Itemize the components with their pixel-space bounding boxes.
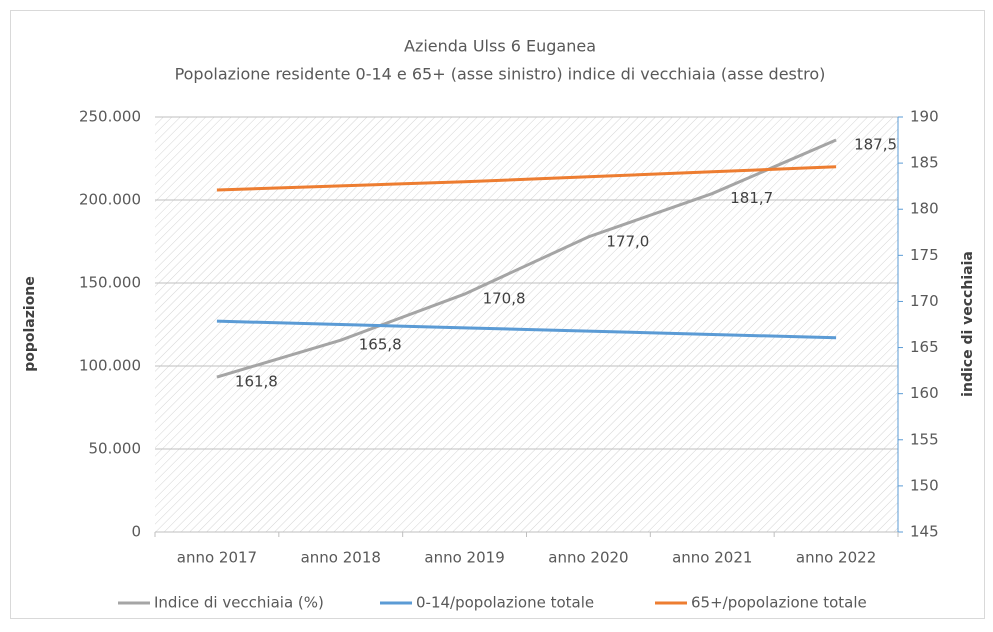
legend-label: 65+/popolazione totale — [691, 594, 867, 612]
y2-tick-label: 160 — [910, 384, 939, 402]
y-tick-label: 50.000 — [89, 440, 142, 458]
data-label: 165,8 — [359, 336, 402, 354]
y2-axis-title: indice di vecchiaia — [960, 251, 976, 397]
y-tick-label: 250.000 — [79, 108, 141, 126]
y-tick-label: 100.000 — [79, 357, 141, 375]
chart-subtitle: Popolazione residente 0-14 e 65+ (asse s… — [175, 65, 826, 84]
y2-tick-label: 155 — [910, 430, 939, 448]
series-line — [216, 165, 837, 192]
legend-label: 0-14/popolazione totale — [416, 594, 594, 612]
legend-label: Indice di vecchiaia (%) — [154, 594, 324, 612]
data-label: 170,8 — [483, 290, 526, 308]
y2-tick-label: 175 — [910, 246, 939, 264]
x-tick-label: anno 2020 — [548, 549, 628, 567]
y-axis-title: popolazione — [22, 276, 38, 372]
x-tick-label: anno 2021 — [672, 549, 752, 567]
y2-tick-label: 185 — [910, 154, 939, 172]
series-line — [216, 138, 837, 379]
data-label: 187,5 — [854, 136, 897, 154]
y2-tick-label: 165 — [910, 338, 939, 356]
y-tick-label: 200.000 — [79, 191, 141, 209]
y2-tick-label: 145 — [910, 523, 939, 541]
data-label: 181,7 — [730, 189, 773, 207]
x-tick-label: anno 2017 — [177, 549, 257, 567]
y2-tick-label: 190 — [910, 108, 939, 126]
y2-tick-label: 180 — [910, 200, 939, 218]
x-tick-label: anno 2018 — [301, 549, 381, 567]
chart-title: Azienda Ulss 6 Euganea — [404, 37, 596, 56]
series-line — [216, 319, 837, 340]
x-tick-label: anno 2019 — [424, 549, 504, 567]
y2-tick-label: 170 — [910, 292, 939, 310]
plot-area — [155, 117, 898, 532]
y-tick-label: 0 — [131, 523, 141, 541]
data-label: 177,0 — [606, 232, 649, 250]
data-label: 161,8 — [235, 373, 278, 391]
y-tick-label: 150.000 — [79, 274, 141, 292]
y2-tick-label: 150 — [910, 476, 939, 494]
x-tick-label: anno 2022 — [796, 549, 876, 567]
